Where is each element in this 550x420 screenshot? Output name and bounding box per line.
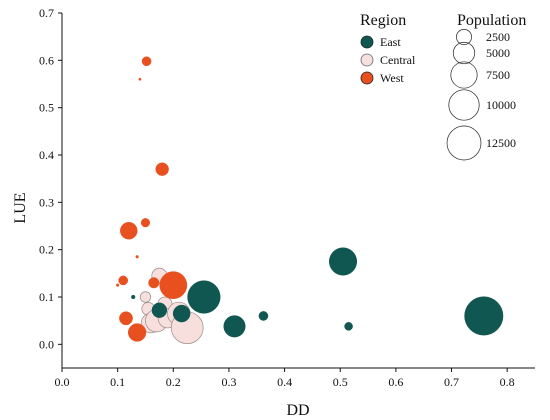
y-axis-label: LUE (12, 192, 29, 223)
x-tick-label: 0.7 (444, 375, 459, 389)
west-data-point (120, 222, 138, 240)
y-tick-label: 0.5 (39, 101, 54, 115)
legend-size-label-7500: 7500 (486, 68, 510, 82)
y-tick-label: 0.7 (39, 6, 54, 20)
east-data-point (187, 280, 221, 314)
points-layer (116, 56, 504, 345)
x-tick-label: 0.2 (166, 375, 181, 389)
west-data-point (119, 311, 133, 326)
population-legend-title: Population (457, 12, 526, 29)
legend-marker-central (360, 53, 374, 67)
west-data-point (141, 56, 152, 67)
legend-label-east: East (380, 35, 401, 49)
axes-layer: 0.0 0.1 0.2 0.3 0.4 0.5 0.6 0.7 0.0 0.1 0.2 0.3 0.4 0… (39, 6, 535, 389)
x-tick-label: 0.8 (500, 375, 515, 389)
y-tick-label: 0.2 (39, 243, 54, 257)
x-tick-label: 0.0 (55, 375, 70, 389)
east-data-point (258, 311, 269, 321)
legend-size-marker-7500 (450, 61, 478, 89)
legend-size-marker-2500 (456, 29, 472, 45)
west-data-point (116, 283, 120, 287)
legend-marker-east (360, 35, 374, 49)
west-data-point (155, 162, 169, 176)
y-tick-label: 0.0 (39, 337, 54, 351)
y-tick-label: 0.6 (39, 53, 54, 67)
x-tick-label: 0.1 (110, 375, 125, 389)
east-data-point (223, 315, 246, 338)
west-data-point (135, 255, 139, 259)
west-data-point (148, 277, 160, 289)
east-data-point (464, 296, 504, 336)
x-tick-label: 0.6 (388, 375, 403, 389)
legend-size-marker-10000 (448, 89, 480, 121)
y-tick-label: 0.3 (39, 195, 54, 209)
y-tick-label: 0.1 (39, 290, 54, 304)
west-data-point (118, 275, 129, 286)
legend-label-west: West (380, 71, 404, 85)
legend-size-label-2500: 2500 (486, 30, 510, 44)
legend-label-central: Central (380, 53, 416, 67)
legend-layer: Region Population East Central West 2500 500… (360, 12, 526, 161)
west-data-point (138, 77, 142, 81)
west-data-point (140, 218, 151, 228)
legend-size-label-5000: 5000 (486, 46, 510, 60)
legend-size-label-12500: 12500 (486, 136, 516, 150)
x-tick-label: 0.4 (277, 375, 292, 389)
west-data-point (159, 271, 188, 300)
x-tick-label: 0.5 (333, 375, 348, 389)
central-data-point (139, 291, 152, 303)
x-axis-label: DD (286, 402, 309, 419)
x-tick-label: 0.3 (221, 375, 236, 389)
y-tick-label: 0.4 (39, 148, 54, 162)
legend-size-label-10000: 10000 (486, 98, 516, 112)
legend-size-marker-12500 (446, 125, 482, 161)
east-data-point (172, 304, 191, 323)
east-data-point (151, 302, 168, 318)
east-data-point (328, 247, 358, 276)
west-data-point (128, 323, 147, 342)
legend-marker-west (360, 71, 374, 85)
east-data-point (131, 294, 136, 300)
east-data-point (344, 322, 353, 331)
legend-size-marker-5000 (452, 41, 476, 65)
region-legend-title: Region (360, 12, 406, 29)
